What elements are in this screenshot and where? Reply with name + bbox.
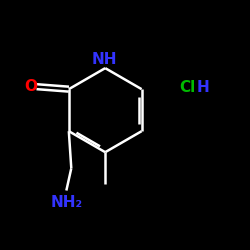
Text: NH₂: NH₂ — [50, 196, 82, 210]
Text: NH: NH — [91, 52, 117, 67]
Text: Cl: Cl — [180, 80, 196, 96]
Text: H: H — [197, 80, 209, 96]
Text: O: O — [24, 79, 37, 94]
